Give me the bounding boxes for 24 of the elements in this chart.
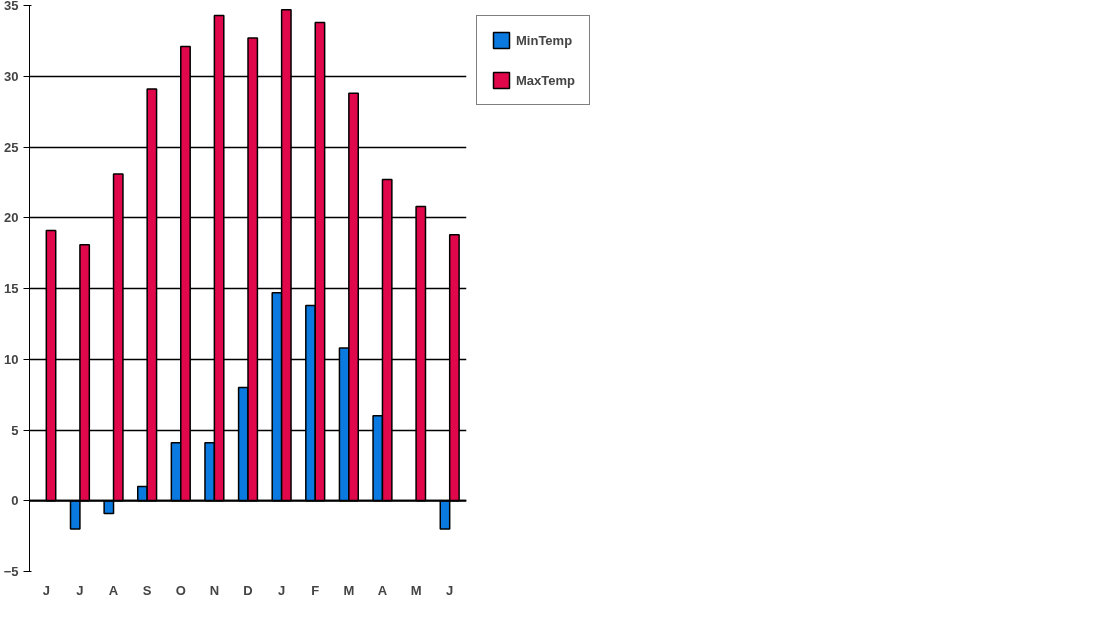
y-tick-label: 20	[4, 210, 19, 226]
x-tick-label: A	[377, 582, 388, 598]
x-tick-label: O	[175, 582, 186, 598]
y-tick-label: 30	[4, 68, 19, 84]
legend-label: MaxTemp	[516, 72, 575, 88]
y-tick-label: 25	[4, 139, 19, 155]
y-tick-label: 0	[11, 493, 19, 509]
x-tick-label: J	[278, 582, 286, 598]
x-tick-label: F	[311, 582, 320, 598]
x-tick-label: M	[343, 582, 355, 598]
x-tick-label: S	[142, 582, 152, 598]
x-tick-label: N	[209, 582, 220, 598]
x-tick-label: J	[42, 582, 50, 598]
y-tick-label: 5	[11, 422, 19, 438]
legend-label: MinTemp	[516, 32, 573, 48]
x-tick-label: A	[108, 582, 119, 598]
x-tick-label: M	[410, 582, 422, 598]
y-tick-label: −5	[3, 564, 19, 579]
y-tick-label: 15	[4, 281, 19, 296]
x-tick-label: D	[243, 582, 253, 598]
y-tick-label: 10	[4, 351, 19, 367]
y-tick-label: 35	[4, 0, 19, 13]
x-tick-label: J	[446, 582, 454, 598]
x-tick-label: J	[76, 582, 84, 598]
